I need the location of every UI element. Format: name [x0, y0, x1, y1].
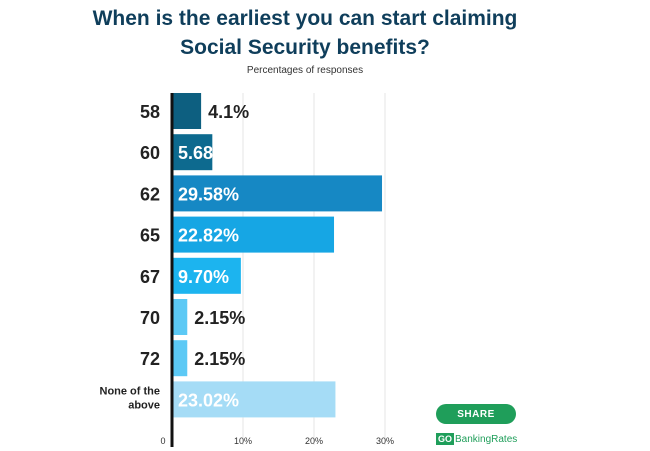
category-label-7-line-1: above [128, 399, 160, 411]
category-label-2: 62 [140, 184, 160, 204]
bar-value-label-2: 29.58% [178, 184, 239, 204]
bar-value-label-5: 2.15% [194, 308, 245, 328]
category-label-3: 65 [140, 226, 160, 246]
category-label-4: 67 [140, 267, 160, 287]
chart-title-line-2: Social Security benefits? [180, 36, 430, 59]
x-tick-label-0: 0 [160, 436, 165, 446]
bar-1 [172, 134, 213, 171]
bar-5 [172, 299, 188, 335]
bar-value-label-7: 23.02% [178, 390, 239, 410]
bar-0 [172, 93, 202, 129]
x-tick-label-10: 10% [234, 436, 252, 446]
category-label-5: 70 [140, 308, 160, 328]
logo-text: BankingRates [455, 433, 518, 445]
bar-value-label-4: 9.70% [178, 267, 229, 287]
x-tick-label-20: 20% [305, 436, 323, 446]
gobankingrates-logo: GO BankingRates [436, 432, 517, 446]
category-label-6: 72 [140, 349, 160, 369]
chart-title: When is the earliest you can start claim… [0, 4, 610, 62]
category-label-1: 60 [140, 143, 160, 163]
chart-title-line-1: When is the earliest you can start claim… [92, 7, 518, 30]
bar-2 [172, 175, 383, 212]
bar-4 [172, 257, 241, 294]
logo-go-mark: GO [436, 433, 455, 445]
chart-subtitle: Percentages of responses [246, 65, 364, 76]
bar-value-label-6: 2.15% [194, 349, 245, 369]
bar-7 [172, 381, 336, 418]
bar-6 [172, 340, 188, 377]
x-tick-label-30: 30% [376, 436, 394, 446]
bar-value-label-3: 22.82% [178, 226, 239, 246]
bar-3 [172, 216, 335, 253]
bar-value-label-0: 4.1% [208, 102, 249, 122]
bar-value-label-1: 5.68% [178, 143, 229, 163]
category-label-0: 58 [140, 102, 160, 122]
category-label-7-line-0: None of the [100, 385, 161, 397]
share-button[interactable]: SHARE [436, 404, 516, 424]
